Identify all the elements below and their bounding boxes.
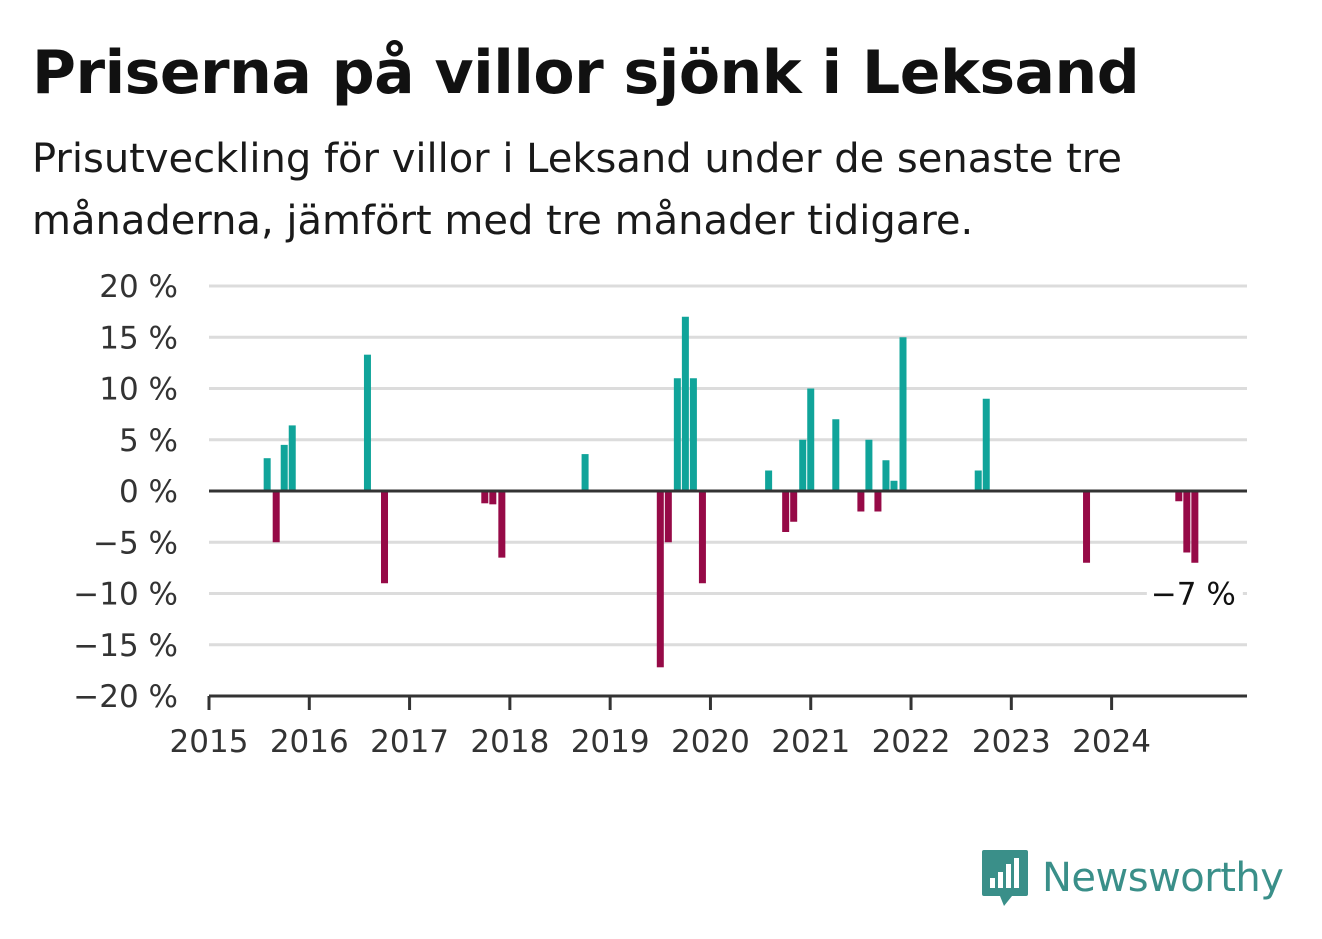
y-tick-label: −20 % xyxy=(73,679,178,715)
bar xyxy=(857,491,865,512)
bar xyxy=(689,378,697,491)
bar xyxy=(882,460,890,491)
bar xyxy=(799,439,807,491)
axes xyxy=(207,489,1247,710)
bar xyxy=(581,454,589,491)
x-tick-label: 2019 xyxy=(571,724,650,760)
bar xyxy=(489,491,497,505)
bar xyxy=(698,491,706,584)
bars xyxy=(263,316,1199,668)
bar xyxy=(865,439,873,491)
bar xyxy=(974,470,982,491)
brand-logo: Newsworthy xyxy=(980,848,1284,908)
bar xyxy=(656,491,664,668)
annotation-background xyxy=(1146,573,1243,614)
x-tick-label: 2022 xyxy=(872,724,951,760)
x-tick-label: 2024 xyxy=(1072,724,1151,760)
y-tick-label: 15 % xyxy=(99,320,178,356)
y-tick-label: −10 % xyxy=(73,577,178,613)
bar xyxy=(1191,491,1199,563)
bar xyxy=(1183,491,1191,553)
bar xyxy=(498,491,506,558)
y-tick-label: 10 % xyxy=(99,372,178,408)
bar xyxy=(790,491,798,522)
bar xyxy=(363,354,371,491)
bar xyxy=(890,480,898,491)
bar xyxy=(681,316,689,491)
bar xyxy=(832,419,840,491)
bar xyxy=(381,491,389,584)
x-tick-label: 2017 xyxy=(370,724,449,760)
x-tick-label: 2015 xyxy=(170,724,249,760)
x-tick-label: 2023 xyxy=(972,724,1051,760)
bar xyxy=(899,337,907,491)
bar xyxy=(263,458,271,491)
y-tick-label: 20 % xyxy=(99,269,178,305)
x-tick-label: 2021 xyxy=(771,724,850,760)
y-tick-label: −5 % xyxy=(93,525,178,561)
x-tick-label: 2020 xyxy=(671,724,750,760)
bar-chart: 20 % 15 % 10 % 5 % 0 % −5 % −10 % −15 % −20 % 201… xyxy=(73,269,1247,760)
bar xyxy=(280,444,288,491)
bar xyxy=(782,491,790,532)
last-value-annotation: −7 % xyxy=(1151,577,1236,613)
bar xyxy=(288,425,296,491)
bar xyxy=(874,491,882,512)
brand-name: Newsworthy xyxy=(1042,855,1284,901)
bar xyxy=(765,470,773,491)
bar xyxy=(673,378,681,491)
bar xyxy=(1083,491,1091,563)
tick-labels: 20 % 15 % 10 % 5 % 0 % −5 % −10 % −15 % −20 % 201… xyxy=(73,269,1243,760)
y-tick-label: 0 % xyxy=(119,474,178,510)
y-tick-label: −15 % xyxy=(73,628,178,664)
chart-subtitle: Prisutveckling för villor i Leksand unde… xyxy=(32,136,1122,244)
newsworthy-logo-icon xyxy=(982,850,1028,906)
bar xyxy=(664,491,672,543)
chart-title: Priserna på villor sjönk i Leksand xyxy=(32,38,1140,108)
bar xyxy=(1175,491,1183,502)
bar xyxy=(982,398,990,491)
x-tick-label: 2018 xyxy=(470,724,549,760)
x-tick-label: 2016 xyxy=(270,724,349,760)
y-tick-label: 5 % xyxy=(119,423,178,459)
bar xyxy=(481,491,489,504)
bar xyxy=(272,491,280,543)
bar xyxy=(807,388,815,491)
